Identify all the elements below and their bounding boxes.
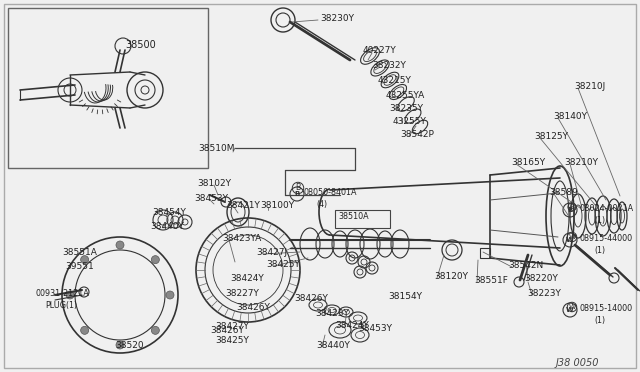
Text: 38425Y: 38425Y [266, 260, 300, 269]
Text: 38232Y: 38232Y [372, 61, 406, 70]
Text: J38 0050: J38 0050 [556, 358, 600, 368]
Text: 38510A: 38510A [338, 212, 369, 221]
Text: 38427Y: 38427Y [215, 322, 249, 331]
Text: W: W [568, 234, 575, 240]
Text: 38426Y: 38426Y [294, 294, 328, 303]
Text: PLUG(1): PLUG(1) [45, 301, 77, 310]
Text: 0B024-0021A: 0B024-0021A [580, 204, 634, 213]
Text: W: W [566, 237, 574, 243]
Text: 38542N: 38542N [508, 261, 543, 270]
Text: 38120Y: 38120Y [434, 272, 468, 281]
Circle shape [81, 326, 89, 334]
Text: 38520: 38520 [115, 341, 143, 350]
Text: 38210Y: 38210Y [564, 158, 598, 167]
Circle shape [116, 341, 124, 349]
Text: 38453Y: 38453Y [358, 324, 392, 333]
Text: 38165Y: 38165Y [511, 158, 545, 167]
Text: (1): (1) [594, 216, 605, 225]
Text: 39551: 39551 [65, 262, 93, 271]
Text: 38424Y: 38424Y [335, 321, 369, 330]
Text: 08050-8401A: 08050-8401A [303, 188, 356, 197]
Text: 38125Y: 38125Y [534, 132, 568, 141]
Text: 38500: 38500 [125, 40, 156, 50]
Text: W: W [568, 304, 575, 310]
Text: 43255Y: 43255Y [393, 117, 427, 126]
Text: B: B [568, 207, 573, 213]
Text: (1): (1) [594, 316, 605, 325]
Text: 38423Y: 38423Y [315, 309, 349, 318]
Text: 38230Y: 38230Y [320, 14, 354, 23]
Text: 40227Y: 40227Y [363, 46, 397, 55]
Text: 38426Y: 38426Y [236, 303, 270, 312]
Text: B: B [294, 191, 300, 197]
Text: 38425Y: 38425Y [215, 336, 249, 345]
Text: 38589: 38589 [549, 188, 578, 197]
Text: 38423YA: 38423YA [222, 234, 261, 243]
Text: 38551F: 38551F [474, 276, 508, 285]
Text: 38210J: 38210J [574, 82, 605, 91]
Text: B: B [295, 183, 301, 192]
Text: (1): (1) [594, 246, 605, 255]
Text: 38227Y: 38227Y [225, 289, 259, 298]
Text: 38426Y: 38426Y [210, 326, 244, 335]
Circle shape [151, 326, 159, 334]
Circle shape [166, 291, 174, 299]
Bar [335, 210, 390, 228]
Text: (4): (4) [316, 200, 327, 209]
Text: 08915-44000: 08915-44000 [580, 234, 633, 243]
Circle shape [151, 256, 159, 264]
Text: 38551A: 38551A [62, 248, 97, 257]
Text: 38440Y: 38440Y [150, 222, 184, 231]
Text: 08915-14000: 08915-14000 [580, 304, 633, 313]
Text: 38154Y: 38154Y [388, 292, 422, 301]
Circle shape [81, 256, 89, 264]
Bar [8, 8, 208, 168]
Text: B: B [570, 204, 575, 210]
Text: 38140Y: 38140Y [553, 112, 587, 121]
Bar [480, 248, 490, 258]
Text: 38100Y: 38100Y [260, 201, 294, 210]
Text: 38453Y: 38453Y [194, 194, 228, 203]
Text: 38424Y: 38424Y [230, 274, 264, 283]
Text: 00931-2121A: 00931-2121A [35, 289, 89, 298]
Text: 38440Y: 38440Y [316, 341, 350, 350]
Text: 38427J: 38427J [256, 248, 287, 257]
Text: 38235Y: 38235Y [389, 104, 423, 113]
Text: 38454Y: 38454Y [152, 208, 186, 217]
Text: 43215Y: 43215Y [378, 76, 412, 85]
Circle shape [116, 241, 124, 249]
Text: 38542P: 38542P [400, 130, 434, 139]
Circle shape [66, 291, 74, 299]
Text: 43255YA: 43255YA [386, 91, 425, 100]
Text: 38223Y: 38223Y [527, 289, 561, 298]
Text: W: W [566, 307, 574, 313]
Text: 38421Y: 38421Y [226, 201, 260, 210]
Text: 38102Y: 38102Y [197, 179, 231, 188]
Text: 38510M: 38510M [198, 144, 234, 153]
Text: 38220Y: 38220Y [524, 274, 558, 283]
